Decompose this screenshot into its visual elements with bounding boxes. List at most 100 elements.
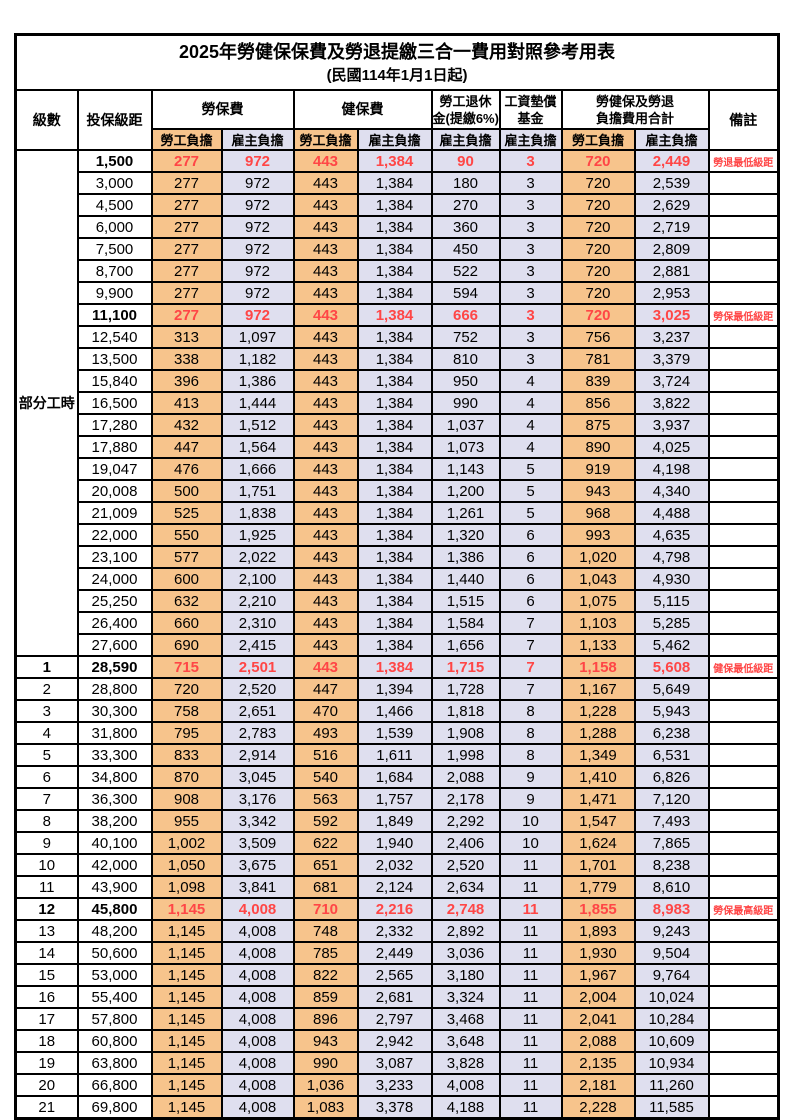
bracket-cell: 28,800 — [76, 677, 153, 701]
health-employee-cell: 443 — [292, 237, 359, 261]
total-employer-cell: 5,943 — [633, 699, 710, 723]
table-row: 11 43,900 1,098 3,841 681 2,124 2,634 11 1,779 8,… — [14, 875, 780, 899]
pension-employer-cell: 2,892 — [430, 919, 501, 943]
table-row: 8,700 277 972 443 1,384 522 3 720 2,881 — [16, 259, 780, 283]
note-cell: 健保最低級距 — [707, 655, 780, 679]
health-employer-cell: 3,233 — [356, 1073, 433, 1097]
level-cell: 11 — [14, 875, 79, 899]
total-employer-cell: 2,629 — [633, 193, 710, 217]
health-employer-cell: 2,681 — [356, 985, 433, 1009]
note-cell — [707, 347, 780, 371]
health-employee-cell: 516 — [292, 743, 359, 767]
labor-employer-cell: 1,666 — [220, 457, 295, 481]
table-row: 11,100 277 972 443 1,384 666 3 720 3,025 勞保最低級距 — [16, 303, 780, 327]
total-employee-cell: 720 — [560, 149, 636, 173]
labor-employee-cell: 758 — [150, 699, 223, 723]
health-employee-cell: 443 — [292, 457, 359, 481]
total-employee-cell: 720 — [560, 171, 636, 195]
note-cell — [707, 589, 780, 613]
labor-employer-cell: 2,310 — [220, 611, 295, 635]
labor-employee-cell: 476 — [150, 457, 223, 481]
labor-employer-cell: 1,182 — [220, 347, 295, 371]
total-employee-cell: 720 — [560, 281, 636, 305]
table-row: 13 48,200 1,145 4,008 748 2,332 2,892 11 1,893 9,… — [14, 919, 780, 943]
table-row: 24,000 600 2,100 443 1,384 1,440 6 1,043 4,930 — [16, 567, 780, 591]
labor-employee-cell: 600 — [150, 567, 223, 591]
total-employer-cell: 2,539 — [633, 171, 710, 195]
health-employee-cell: 443 — [292, 523, 359, 547]
note-cell — [707, 721, 780, 745]
level-cell: 2 — [14, 677, 79, 701]
labor-employer-cell: 4,008 — [220, 1029, 295, 1053]
page-title: 2025年勞健保保費及勞退提繳三合一費用對照參考用表 — [179, 41, 616, 62]
pension-employer-cell: 1,998 — [430, 743, 501, 767]
health-employer-cell: 1,466 — [356, 699, 433, 723]
total-employer-cell: 9,764 — [633, 963, 710, 987]
pension-employer-cell: 270 — [430, 193, 501, 217]
header-labor-employer: 雇主負擔 — [220, 128, 295, 151]
total-employer-cell: 5,649 — [633, 677, 710, 701]
table-body: 部分工時 1,500 277 972 443 1,384 90 3 720 2,449 勞退最低級距… — [14, 149, 780, 1120]
health-employer-cell: 1,384 — [356, 237, 433, 261]
level-cell: 5 — [14, 743, 79, 767]
total-employee-cell: 919 — [560, 457, 636, 481]
note-cell — [707, 985, 780, 1009]
pension-employer-cell: 752 — [430, 325, 501, 349]
labor-employee-cell: 1,050 — [150, 853, 223, 877]
labor-employee-cell: 277 — [150, 149, 223, 173]
header-note: 備註 — [707, 89, 780, 151]
wage-fund-employer-cell: 6 — [498, 589, 563, 613]
note-cell — [707, 699, 780, 723]
pension-employer-cell: 1,440 — [430, 567, 501, 591]
total-employee-cell: 856 — [560, 391, 636, 415]
header-pension: 勞工退休 金(提繳6%) — [430, 89, 501, 130]
health-employee-cell: 563 — [292, 787, 359, 811]
labor-employer-cell: 2,914 — [220, 743, 295, 767]
labor-employer-cell: 3,176 — [220, 787, 295, 811]
pension-employer-cell: 4,008 — [430, 1073, 501, 1097]
level-cell: 20 — [14, 1073, 79, 1097]
health-employer-cell: 1,384 — [356, 281, 433, 305]
table-row: 23,100 577 2,022 443 1,384 1,386 6 1,020 4,798 — [16, 545, 780, 569]
total-employee-cell: 1,410 — [560, 765, 636, 789]
note-cell — [707, 457, 780, 481]
header-level: 級數 — [14, 89, 79, 151]
pension-employer-cell: 594 — [430, 281, 501, 305]
note-cell — [707, 237, 780, 261]
labor-employee-cell: 1,145 — [150, 985, 223, 1009]
health-employer-cell: 1,849 — [356, 809, 433, 833]
health-employee-cell: 443 — [292, 545, 359, 569]
labor-employee-cell: 277 — [150, 303, 223, 327]
labor-employee-cell: 277 — [150, 215, 223, 239]
level-cell: 18 — [14, 1029, 79, 1053]
total-employee-cell: 1,103 — [560, 611, 636, 635]
labor-employer-cell: 972 — [220, 281, 295, 305]
pension-employer-cell: 1,073 — [430, 435, 501, 459]
wage-fund-employer-cell: 4 — [498, 413, 563, 437]
health-employer-cell: 1,684 — [356, 765, 433, 789]
table-row: 4,500 277 972 443 1,384 270 3 720 2,629 — [16, 193, 780, 217]
labor-employer-cell: 972 — [220, 259, 295, 283]
level-cell: 14 — [14, 941, 79, 965]
pension-employer-cell: 1,656 — [430, 633, 501, 657]
table-row: 16,500 413 1,444 443 1,384 990 4 856 3,822 — [16, 391, 780, 415]
level-group-cell: 部分工時 — [14, 149, 79, 657]
wage-fund-employer-cell: 4 — [498, 369, 563, 393]
total-employee-cell: 720 — [560, 259, 636, 283]
total-employee-cell: 1,158 — [560, 655, 636, 679]
labor-employee-cell: 1,145 — [150, 919, 223, 943]
header-health-employer: 雇主負擔 — [356, 128, 433, 151]
bracket-cell: 17,280 — [76, 413, 153, 437]
health-employee-cell: 710 — [292, 897, 359, 921]
health-employer-cell: 1,384 — [356, 567, 433, 591]
total-employer-cell: 2,719 — [633, 215, 710, 239]
labor-employee-cell: 550 — [150, 523, 223, 547]
labor-employee-cell: 955 — [150, 809, 223, 833]
table-row: 25,250 632 2,210 443 1,384 1,515 6 1,075 5,115 — [16, 589, 780, 613]
total-employee-cell: 2,228 — [560, 1095, 636, 1120]
labor-employer-cell: 2,022 — [220, 545, 295, 569]
level-cell: 13 — [14, 919, 79, 943]
health-employer-cell: 1,394 — [356, 677, 433, 701]
pension-employer-cell: 4,188 — [430, 1095, 501, 1120]
health-employer-cell: 1,384 — [356, 589, 433, 613]
